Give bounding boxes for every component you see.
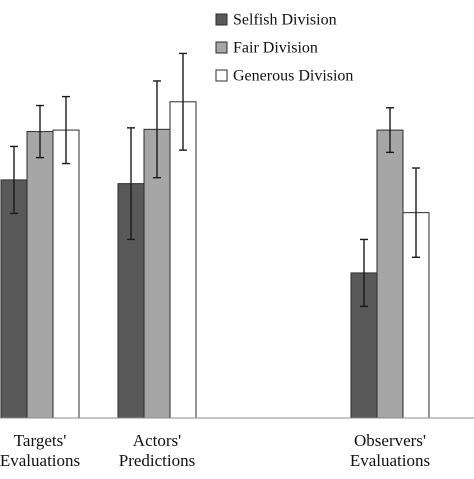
error-bar-1-2 <box>36 104 44 159</box>
error-bar-2-1 <box>127 127 135 241</box>
legend-label: Selfish Division <box>233 12 337 29</box>
legend-swatch <box>215 13 228 26</box>
legend-label: Generous Division <box>233 68 353 85</box>
error-bar-1-3 <box>62 95 70 165</box>
category-label-4: Observers' Evaluations <box>350 431 430 470</box>
error-bar-2-3 <box>179 52 187 151</box>
error-bar-2-2 <box>153 80 161 179</box>
error-bar-4-1 <box>360 238 368 308</box>
legend-item-fair-division: Fair Division <box>215 40 318 57</box>
legend-swatch <box>215 69 228 82</box>
category-label-2: Actors' Predictions <box>119 431 196 470</box>
bar-2-generous-division <box>169 101 197 419</box>
legend-item-selfish-division: Selfish Division <box>215 12 337 29</box>
legend-label: Fair Division <box>233 40 318 57</box>
legend-item-generous-division: Generous Division <box>215 68 353 85</box>
error-bar-1-1 <box>10 145 18 215</box>
legend-swatch <box>215 41 228 54</box>
bars-layer <box>0 52 430 419</box>
error-bar-4-3 <box>412 167 420 258</box>
bar-1-fair-division <box>26 131 54 419</box>
bar-1-selfish-division <box>0 179 28 419</box>
category-label-1: Targets' Evaluations <box>0 431 80 470</box>
bar-4-fair-division <box>376 129 404 419</box>
error-bar-4-2 <box>386 107 394 154</box>
legend: Selfish Division Fair Division Generous Di… <box>215 12 353 85</box>
category-labels: Targets' Evaluations Actors' Predictions Obs… <box>0 431 430 470</box>
bar-1-generous-division <box>52 129 80 419</box>
